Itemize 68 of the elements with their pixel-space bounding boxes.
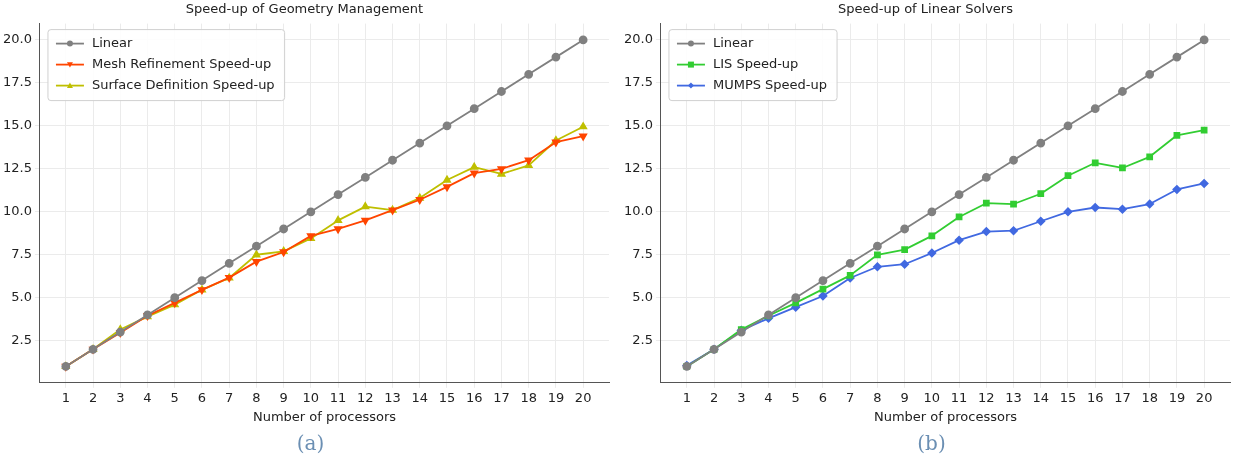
y-tick-label: 15.0 bbox=[623, 117, 653, 133]
x-tick-label: 13 bbox=[1005, 389, 1022, 405]
x-tick-label: 6 bbox=[197, 389, 207, 405]
x-tick-label: 17 bbox=[493, 389, 510, 405]
x-tick-label: 11 bbox=[329, 389, 347, 405]
x-tick-label: 16 bbox=[465, 389, 483, 405]
y-tick-label: 7.5 bbox=[632, 246, 653, 262]
x-tick-label: 19 bbox=[1168, 389, 1186, 405]
x-tick-label: 5 bbox=[170, 389, 179, 405]
chart-title: Speed-up of Geometry Management bbox=[185, 1, 424, 17]
x-tick-label: 17 bbox=[1114, 389, 1131, 405]
x-tick-label: 14 bbox=[411, 389, 429, 405]
legend-label: MUMPS Speed-up bbox=[712, 76, 828, 92]
y-tick-label: 15.0 bbox=[2, 117, 32, 133]
text: (a) bbox=[295, 431, 326, 455]
y-tick-label: 10.0 bbox=[623, 203, 653, 219]
legend-label: Linear bbox=[712, 34, 754, 50]
y-tick-label: 2.5 bbox=[632, 332, 653, 348]
x-tick-label: 15 bbox=[438, 389, 456, 405]
legend-label: Mesh Refinement Speed-up bbox=[91, 55, 272, 71]
x-tick-label: 10 bbox=[302, 389, 320, 405]
chart-title: Speed-up of Linear Solvers bbox=[838, 1, 1014, 17]
y-tick-label: 20.0 bbox=[623, 31, 653, 47]
x-tick-label: 6 bbox=[818, 389, 828, 405]
legend-label: LIS Speed-up bbox=[712, 55, 799, 71]
x-tick-label: 11 bbox=[950, 389, 968, 405]
x-tick-label: 4 bbox=[764, 389, 773, 405]
x-tick-label: 18 bbox=[1141, 389, 1158, 405]
y-tick-label: 5.0 bbox=[11, 289, 32, 305]
x-axis-title: Number of processors bbox=[252, 408, 397, 424]
y-tick-label: 20.0 bbox=[2, 31, 32, 47]
x-tick-label: 8 bbox=[252, 389, 261, 405]
x-tick-label: 1 bbox=[61, 389, 70, 405]
x-tick-label: 20 bbox=[574, 389, 592, 405]
legend-label: Surface Definition Speed-up bbox=[91, 76, 275, 92]
x-tick-label: 9 bbox=[900, 389, 909, 405]
x-tick-label: 2 bbox=[709, 389, 719, 405]
y-tick-label: 5.0 bbox=[632, 289, 653, 305]
x-tick-label: 2 bbox=[88, 389, 98, 405]
x-tick-label: 3 bbox=[116, 389, 125, 405]
x-tick-label: 7 bbox=[846, 389, 855, 405]
text: (b) bbox=[916, 431, 947, 455]
y-tick-label: 7.5 bbox=[11, 246, 32, 262]
x-axis-title: Number of processors bbox=[873, 408, 1018, 424]
x-tick-label: 20 bbox=[1195, 389, 1213, 405]
y-tick-label: 12.5 bbox=[623, 160, 653, 176]
legend-label: Linear bbox=[91, 34, 133, 50]
x-tick-label: 9 bbox=[279, 389, 288, 405]
x-tick-label: 4 bbox=[143, 389, 152, 405]
x-tick-label: 5 bbox=[791, 389, 800, 405]
y-tick-label: 17.5 bbox=[2, 74, 32, 90]
x-tick-label: 19 bbox=[547, 389, 565, 405]
x-tick-label: 12 bbox=[978, 389, 995, 405]
y-tick-label: 2.5 bbox=[11, 332, 32, 348]
x-tick-label: 16 bbox=[1086, 389, 1104, 405]
x-tick-label: 18 bbox=[520, 389, 537, 405]
x-tick-label: 1 bbox=[682, 389, 691, 405]
x-tick-label: 15 bbox=[1059, 389, 1077, 405]
x-tick-label: 13 bbox=[384, 389, 401, 405]
y-tick-label: 10.0 bbox=[2, 203, 32, 219]
x-tick-label: 12 bbox=[357, 389, 374, 405]
x-tick-label: 7 bbox=[225, 389, 234, 405]
x-tick-label: 10 bbox=[923, 389, 941, 405]
y-tick-label: 12.5 bbox=[2, 160, 32, 176]
x-tick-label: 3 bbox=[737, 389, 746, 405]
y-tick-label: 17.5 bbox=[623, 74, 653, 90]
x-tick-label: 14 bbox=[1032, 389, 1050, 405]
x-tick-label: 8 bbox=[873, 389, 882, 405]
